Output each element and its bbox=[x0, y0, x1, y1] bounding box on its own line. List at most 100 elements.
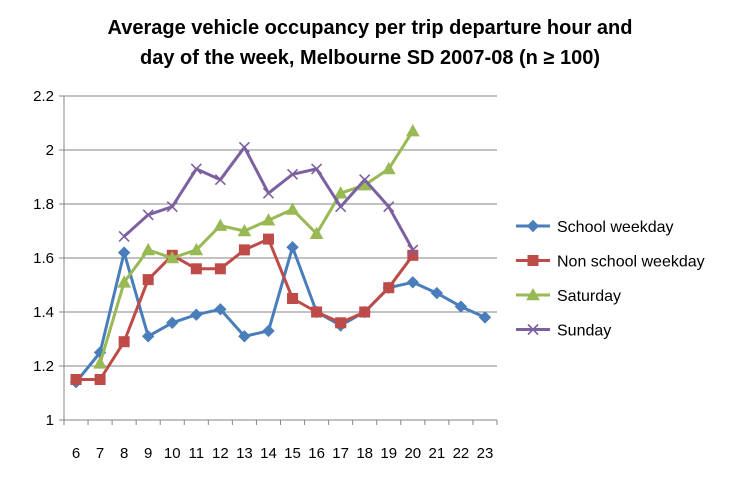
data-point bbox=[285, 202, 300, 215]
legend-item-non-school-weekday: Non school weekday bbox=[516, 254, 705, 271]
data-point bbox=[262, 233, 274, 245]
chart-title: Average vehicle occupancy per trip depar… bbox=[108, 17, 633, 69]
legend-marker bbox=[527, 323, 539, 336]
data-point bbox=[359, 174, 371, 186]
x-tick-label: 6 bbox=[72, 445, 80, 462]
legend-item-school-weekday: School weekday bbox=[516, 219, 674, 236]
x-tick-label: 16 bbox=[308, 445, 325, 462]
data-point bbox=[381, 161, 396, 175]
chart-title-line-1: Average vehicle occupancy per trip depar… bbox=[108, 17, 633, 39]
data-point bbox=[118, 336, 130, 348]
data-point bbox=[262, 324, 275, 338]
series-non-school-weekday bbox=[70, 233, 419, 385]
data-point bbox=[383, 201, 395, 213]
legend-label: School weekday bbox=[557, 219, 674, 236]
data-point bbox=[335, 317, 347, 329]
y-tick-label: 2 bbox=[46, 142, 54, 159]
y-tick-label: 1.4 bbox=[33, 304, 54, 321]
chart-title-line-2: day of the week, Melbourne SD 2007-08 (n… bbox=[140, 47, 600, 69]
data-point bbox=[166, 316, 179, 330]
legend-item-sunday: Sunday bbox=[516, 323, 611, 340]
data-point bbox=[238, 244, 250, 256]
data-point bbox=[117, 275, 131, 288]
data-point bbox=[359, 306, 371, 318]
legend-label: Saturday bbox=[557, 288, 621, 305]
x-tick-label: 19 bbox=[380, 445, 397, 462]
data-point bbox=[238, 141, 250, 153]
data-point bbox=[190, 308, 203, 321]
data-point bbox=[286, 240, 299, 254]
data-point bbox=[406, 276, 420, 289]
legend-marker bbox=[527, 255, 539, 266]
series-sunday bbox=[118, 141, 419, 256]
data-point bbox=[407, 249, 419, 261]
legend-label: Sunday bbox=[557, 323, 611, 340]
data-point bbox=[165, 250, 180, 264]
data-point bbox=[287, 293, 299, 304]
legend-label: Non school weekday bbox=[557, 254, 705, 271]
y-tick-label: 1 bbox=[46, 412, 54, 429]
data-point bbox=[311, 163, 323, 175]
data-point bbox=[261, 213, 276, 226]
data-point bbox=[213, 218, 228, 231]
data-point bbox=[311, 306, 323, 318]
data-point bbox=[333, 186, 348, 199]
data-point bbox=[141, 242, 156, 256]
x-tick-label: 14 bbox=[260, 445, 277, 462]
data-point bbox=[309, 226, 324, 239]
legend-marker bbox=[526, 287, 540, 301]
x-tick-label: 17 bbox=[332, 445, 349, 462]
x-tick-label: 12 bbox=[212, 445, 229, 462]
series-lines bbox=[69, 124, 492, 389]
axes bbox=[59, 95, 498, 425]
data-point bbox=[142, 274, 154, 286]
data-point bbox=[70, 374, 82, 385]
data-point bbox=[190, 263, 202, 275]
x-tick-label: 8 bbox=[120, 445, 128, 462]
data-point bbox=[141, 330, 155, 343]
x-tick-label: 23 bbox=[477, 445, 494, 462]
x-tick-label: 21 bbox=[429, 445, 446, 462]
legend: School weekday Non school weekday Saturday… bbox=[516, 219, 705, 340]
data-point bbox=[430, 286, 444, 300]
x-tick-label: 13 bbox=[236, 445, 253, 462]
data-point bbox=[142, 209, 154, 221]
data-point bbox=[454, 300, 468, 313]
data-point bbox=[93, 356, 107, 369]
x-tick-label: 10 bbox=[164, 445, 181, 462]
x-tick-label: 20 bbox=[404, 445, 421, 462]
data-point bbox=[286, 168, 299, 180]
series-saturday bbox=[93, 124, 420, 369]
legend-item-saturday: Saturday bbox=[516, 287, 621, 305]
data-point bbox=[117, 246, 131, 259]
data-point bbox=[214, 174, 226, 186]
x-tick-label: 18 bbox=[356, 445, 373, 462]
data-point bbox=[405, 124, 420, 137]
data-point bbox=[407, 244, 419, 256]
x-tick-label: 22 bbox=[453, 445, 470, 462]
x-tick-label: 9 bbox=[144, 445, 152, 462]
y-tick-label: 1.6 bbox=[33, 250, 54, 267]
data-point bbox=[478, 311, 492, 324]
data-point bbox=[383, 282, 395, 294]
data-point bbox=[166, 201, 178, 213]
data-point bbox=[94, 374, 106, 385]
data-point bbox=[262, 187, 275, 199]
x-tick-labels: 6 7 8 9 10 11 12 13 14 15 16 17 18 19 20 21 22 23 bbox=[72, 445, 493, 462]
y-tick-label: 1.8 bbox=[33, 196, 54, 213]
legend-marker bbox=[526, 219, 540, 233]
y-tick-labels: 1 1.2 1.4 1.6 1.8 2 2.2 bbox=[33, 88, 54, 429]
data-point bbox=[189, 242, 204, 256]
data-point bbox=[214, 303, 227, 316]
data-point bbox=[238, 330, 251, 343]
data-point bbox=[237, 223, 252, 237]
data-point bbox=[214, 263, 226, 275]
x-tick-label: 7 bbox=[96, 445, 104, 462]
x-tick-label: 15 bbox=[284, 445, 301, 462]
y-tick-label: 1.2 bbox=[33, 358, 54, 375]
x-tick-label: 11 bbox=[189, 445, 205, 462]
data-point bbox=[190, 163, 202, 175]
data-point bbox=[118, 230, 130, 242]
